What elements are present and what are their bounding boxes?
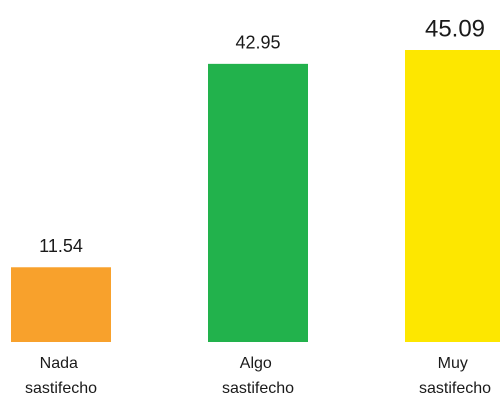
value-label: 45.09 [425, 15, 485, 42]
bar [11, 267, 111, 342]
x-tick-label: Muy sastifecho [419, 355, 491, 397]
x-tick-label: Algo sastifecho [222, 355, 294, 397]
value-label: 42.95 [235, 33, 280, 53]
value-label: 11.54 [39, 236, 83, 256]
x-tick-label: Nada sastifecho [25, 355, 97, 397]
bar [208, 63, 308, 342]
bar [405, 50, 500, 342]
